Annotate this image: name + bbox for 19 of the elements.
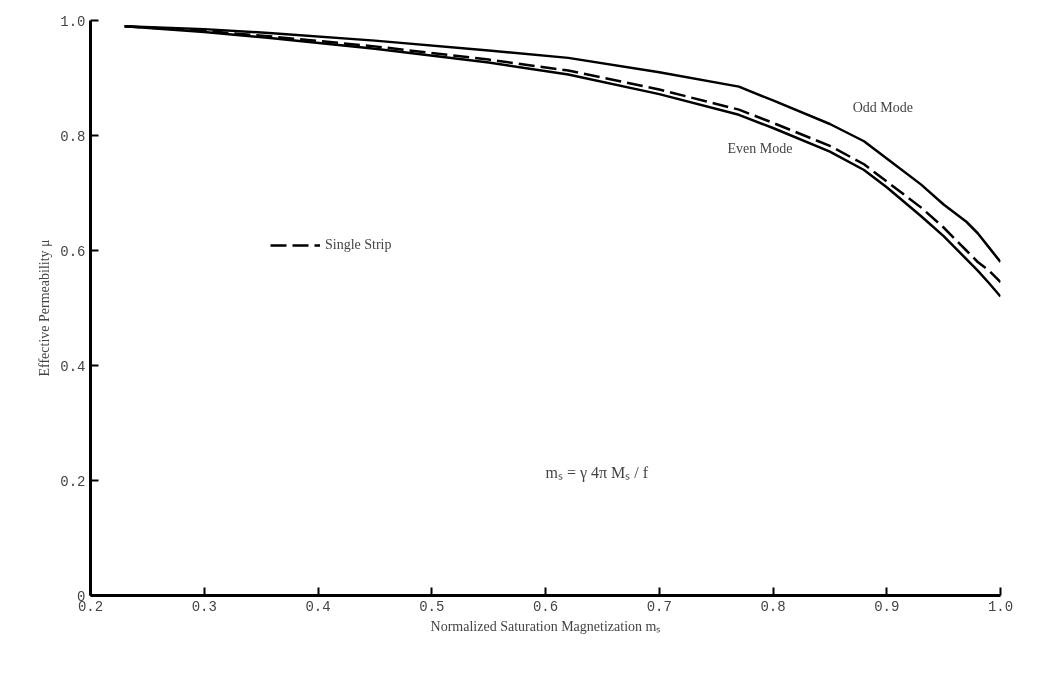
x-tick-label: 0.5 (419, 598, 445, 615)
y-tick-label: 1.0 (60, 13, 86, 30)
x-tick-label: 1.0 (987, 598, 1014, 615)
legend-label: Single Strip (325, 237, 392, 253)
x-tick-label: 0.9 (874, 598, 900, 615)
x-tick-label: 0.8 (760, 598, 786, 615)
y-axis-title: Effective Permeability μ (37, 239, 53, 377)
annotation: mₛ = γ 4π Mₛ / f (545, 463, 649, 482)
annotation: Odd Mode (852, 100, 913, 116)
y-tick-label: 0.6 (60, 243, 86, 260)
y-tick-label: 0.4 (60, 358, 86, 375)
x-axis-title: Normalized Saturation Magnetization mₛ (430, 618, 661, 634)
x-tick-label: 0.7 (646, 598, 672, 615)
y-tick-label: 0.8 (60, 128, 86, 145)
x-tick-label: 0.6 (532, 598, 559, 615)
annotation: Even Mode (727, 140, 793, 156)
y-tick-label: 0.2 (60, 473, 86, 490)
x-tick-label: 0.4 (305, 598, 331, 615)
x-tick-label: 0.3 (191, 598, 217, 615)
